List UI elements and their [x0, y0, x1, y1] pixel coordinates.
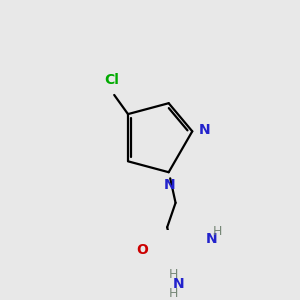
Text: N: N [172, 277, 184, 291]
Text: H: H [169, 286, 178, 300]
Text: N: N [206, 232, 218, 246]
Text: Cl: Cl [104, 73, 119, 87]
Text: N: N [198, 123, 210, 137]
Text: H: H [213, 225, 222, 239]
Text: N: N [164, 178, 175, 192]
Polygon shape [207, 241, 219, 250]
Text: H: H [169, 268, 178, 281]
Text: O: O [137, 243, 148, 257]
